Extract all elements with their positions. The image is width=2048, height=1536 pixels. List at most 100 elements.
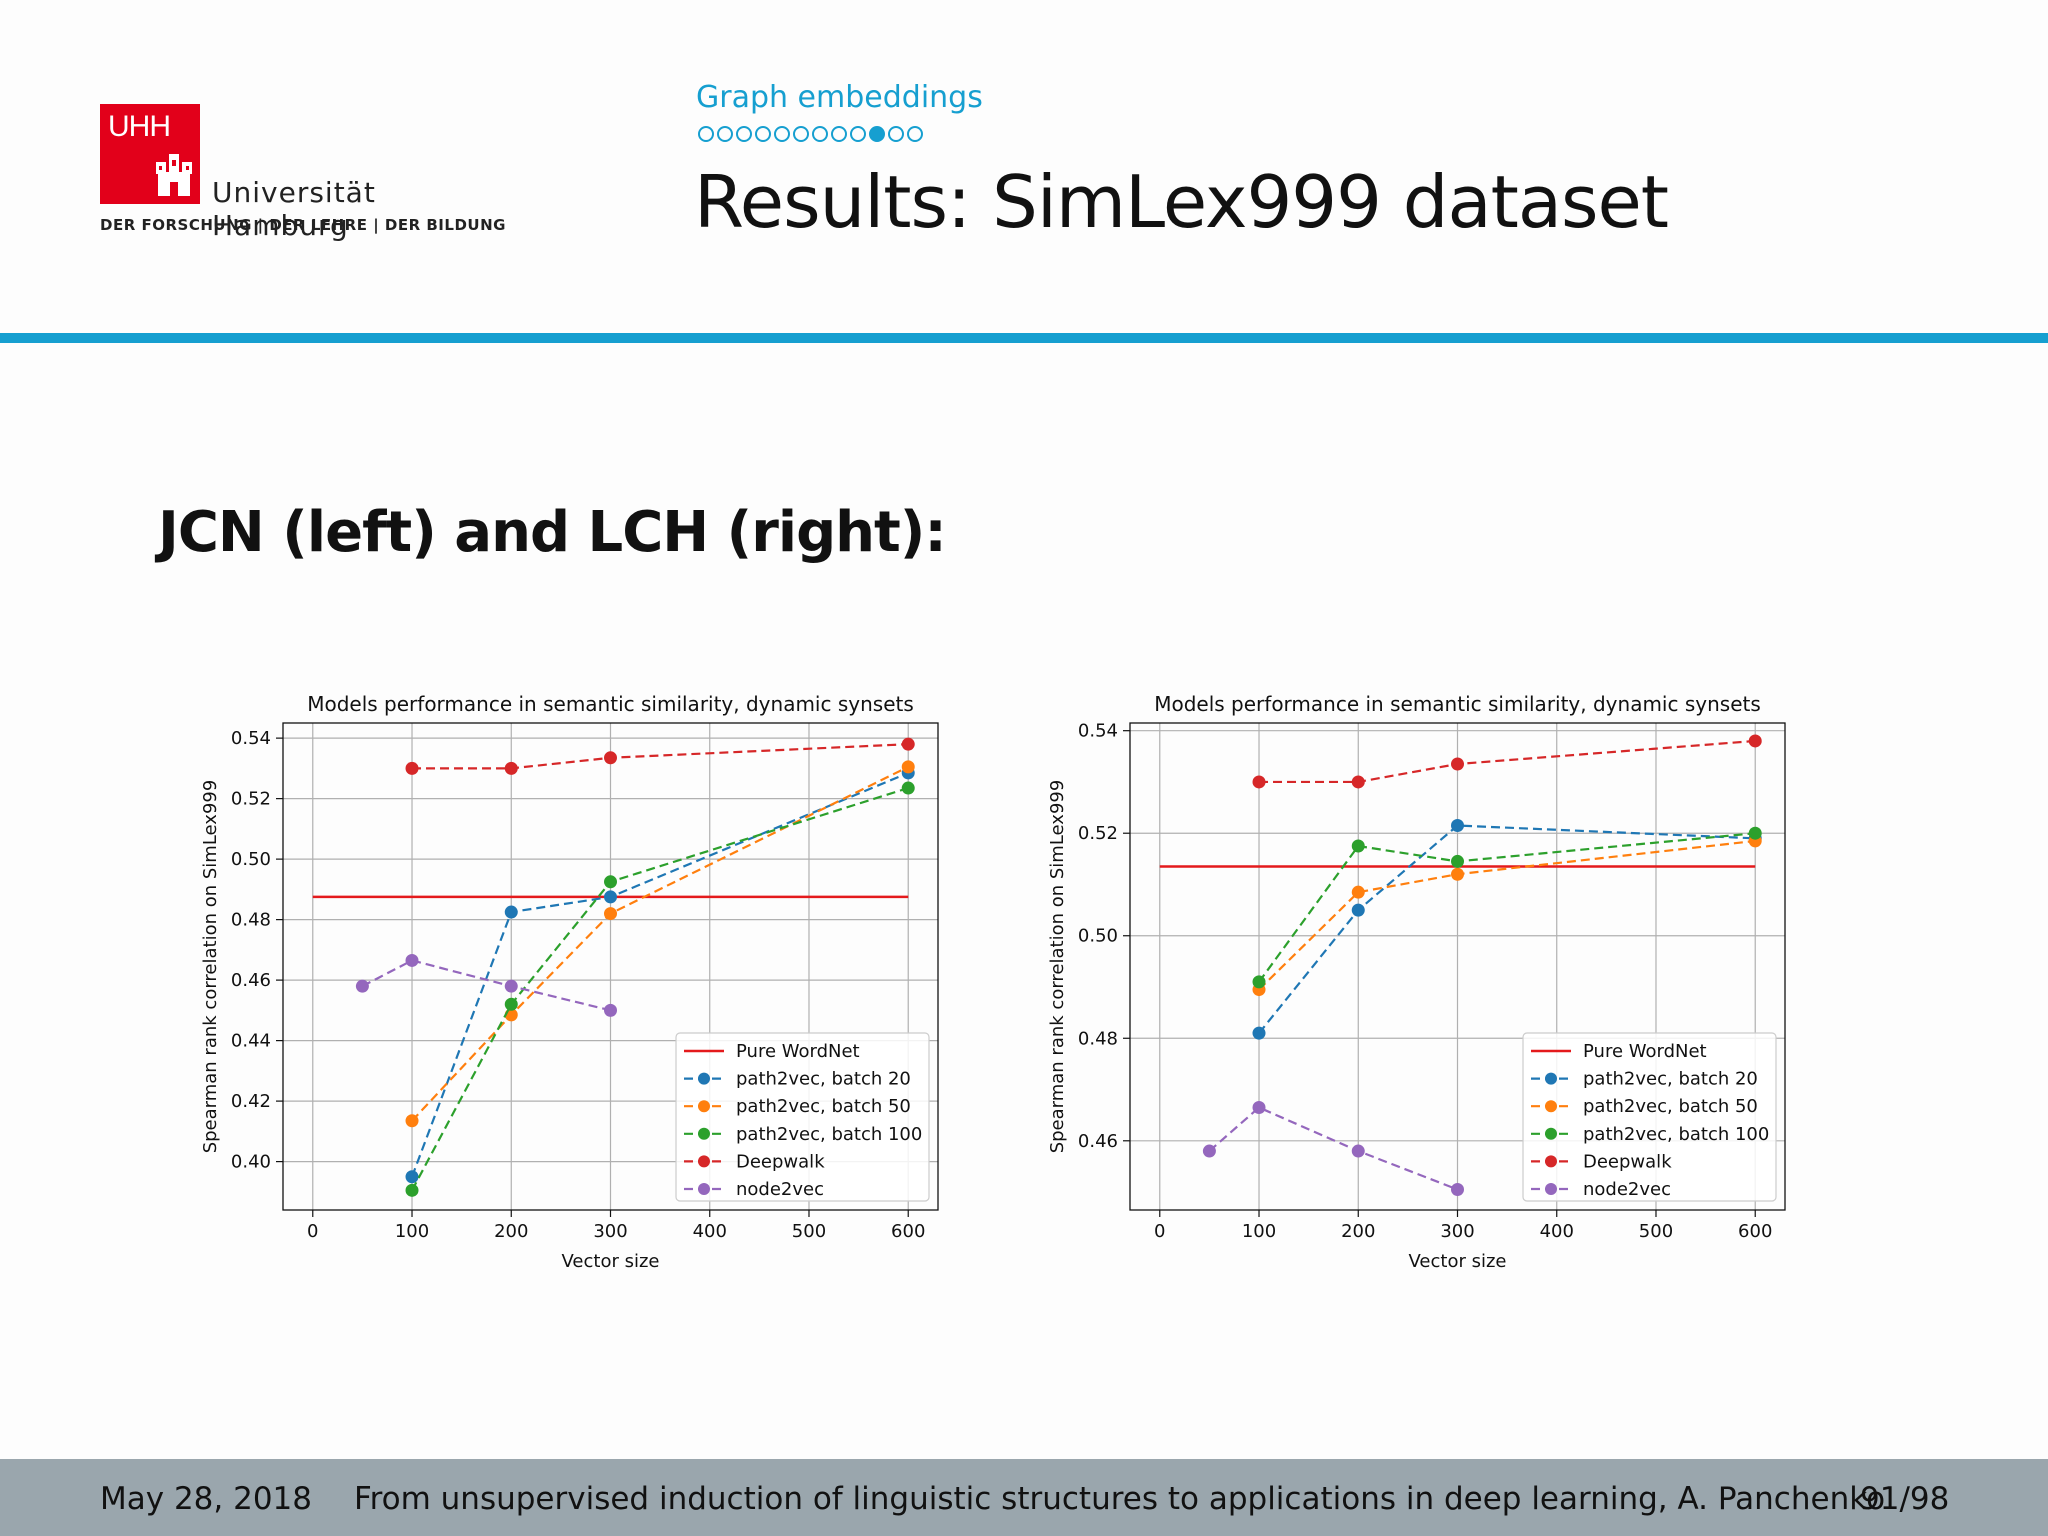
- slide-title: Results: SimLex999 dataset: [694, 160, 1669, 244]
- data-point: [1451, 757, 1464, 771]
- legend-swatch-marker: [698, 1183, 710, 1195]
- y-tick-label: 0.52: [1078, 823, 1118, 844]
- legend-label: Deepwalk: [736, 1151, 825, 1172]
- x-tick-label: 100: [395, 1221, 429, 1242]
- data-point: [1748, 734, 1762, 748]
- chart-jcn-svg: Models performance in semantic similarit…: [200, 692, 939, 1272]
- series-line: [1258, 839, 1756, 991]
- progress-dot[interactable]: [869, 126, 885, 142]
- x-tick-label: 300: [593, 1221, 627, 1242]
- progress-dot[interactable]: [850, 126, 866, 142]
- data-point: [1252, 775, 1266, 789]
- data-point: [604, 907, 617, 921]
- y-tick-label: 0.48: [231, 910, 271, 931]
- series-line: [1208, 1106, 1458, 1191]
- legend-label: path2vec, batch 50: [736, 1096, 911, 1117]
- legend-box: [675, 1032, 930, 1202]
- footer-bar: May 28, 2018 From unsupervised induction…: [0, 1459, 2048, 1536]
- progress-dot[interactable]: [736, 126, 752, 142]
- series-line: [411, 786, 909, 1191]
- data-point: [1451, 819, 1464, 833]
- y-tick-label: 0.44: [231, 1031, 271, 1052]
- chart-jcn: Models performance in semantic similarit…: [190, 680, 950, 1280]
- data-point: [504, 997, 518, 1011]
- x-tick-label: 0: [307, 1221, 318, 1242]
- section-title[interactable]: Graph embeddings: [696, 80, 983, 115]
- data-point: [901, 737, 915, 751]
- data-point: [604, 875, 617, 889]
- data-point: [504, 905, 518, 919]
- data-point: [1351, 885, 1365, 899]
- legend-label: Pure WordNet: [1583, 1041, 1707, 1062]
- y-tick-label: 0.42: [231, 1091, 271, 1112]
- data-point: [1351, 775, 1365, 789]
- data-point: [604, 1003, 617, 1017]
- slide-subtitle: JCN (left) and LCH (right):: [158, 500, 947, 565]
- data-point: [1451, 867, 1464, 881]
- legend-label: Pure WordNet: [736, 1041, 860, 1062]
- legend-swatch-marker: [1545, 1155, 1557, 1168]
- series-line: [361, 959, 611, 1012]
- progress-dot[interactable]: [831, 126, 847, 142]
- footer-date: May 28, 2018: [100, 1481, 312, 1517]
- footer-talk-title: From unsupervised induction of linguisti…: [354, 1481, 1886, 1517]
- data-point: [405, 953, 419, 967]
- data-point: [604, 751, 617, 765]
- data-point: [1351, 839, 1365, 853]
- data-point: [355, 979, 369, 993]
- y-tick-label: 0.50: [231, 849, 271, 870]
- chart-lch: Models performance in semantic similarit…: [1037, 680, 1797, 1280]
- legend-label: path2vec, batch 50: [1583, 1096, 1758, 1117]
- slide-progress-dots[interactable]: [698, 126, 923, 148]
- progress-dot[interactable]: [812, 126, 828, 142]
- progress-dot[interactable]: [888, 126, 904, 142]
- x-tick-label: 100: [1242, 1221, 1276, 1242]
- series-line: [1258, 832, 1756, 983]
- data-point: [1202, 1144, 1216, 1158]
- data-point: [405, 761, 419, 775]
- y-axis-label: Spearman rank correlation on SimLex999: [200, 780, 221, 1154]
- y-tick-label: 0.46: [231, 970, 271, 991]
- series-line: [1259, 739, 1756, 784]
- x-tick-label: 200: [1341, 1221, 1375, 1242]
- progress-dot[interactable]: [698, 126, 714, 142]
- series-line: [1258, 824, 1756, 1034]
- data-point: [901, 781, 915, 795]
- x-tick-label: 500: [1639, 1221, 1673, 1242]
- chart-title: Models performance in semantic similarit…: [307, 692, 914, 716]
- x-tick-label: 500: [792, 1221, 826, 1242]
- legend-swatch-marker: [698, 1100, 710, 1113]
- footer-page-number[interactable]: 91/98: [1860, 1481, 1950, 1517]
- castle-icon: [156, 154, 192, 196]
- progress-dot[interactable]: [774, 126, 790, 142]
- progress-dot[interactable]: [755, 126, 771, 142]
- progress-dot[interactable]: [907, 126, 923, 142]
- data-point: [1252, 975, 1266, 989]
- chart-lch-svg: Models performance in semantic similarit…: [1047, 692, 1786, 1272]
- university-logo: UHH Universität Hamburg DER FORSCHUNG | …: [100, 104, 520, 244]
- data-point: [1351, 1144, 1365, 1158]
- plot-frame: [1129, 722, 1786, 1211]
- y-tick-label: 0.40: [231, 1152, 271, 1173]
- legend-swatch-marker: [698, 1127, 710, 1140]
- data-point: [1451, 854, 1464, 868]
- y-tick-label: 0.52: [231, 789, 271, 810]
- x-tick-label: 400: [693, 1221, 727, 1242]
- data-point: [504, 979, 518, 993]
- x-tick-label: 200: [494, 1221, 528, 1242]
- y-axis-label: Spearman rank correlation on SimLex999: [1047, 780, 1068, 1154]
- progress-dot[interactable]: [717, 126, 733, 142]
- x-axis-label: Vector size: [562, 1251, 660, 1272]
- data-point: [901, 760, 915, 774]
- legend-label: path2vec, batch 20: [736, 1069, 911, 1090]
- data-point: [604, 890, 617, 904]
- y-tick-label: 0.54: [231, 728, 271, 749]
- progress-dot[interactable]: [793, 126, 809, 142]
- legend-swatch-marker: [698, 1155, 710, 1168]
- legend-swatch-marker: [1545, 1072, 1557, 1085]
- data-point: [1351, 903, 1365, 917]
- logo-mark-text: UHH: [108, 110, 171, 143]
- x-axis-label: Vector size: [1409, 1251, 1507, 1272]
- legend-swatch-marker: [1545, 1183, 1557, 1195]
- x-tick-label: 400: [1540, 1221, 1574, 1242]
